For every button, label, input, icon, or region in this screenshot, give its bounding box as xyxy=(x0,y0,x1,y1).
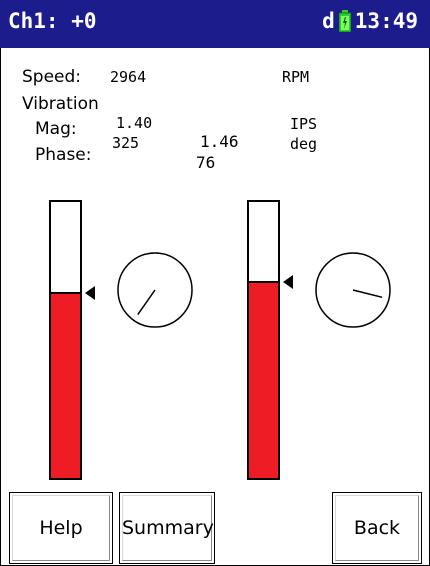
clock-time: 13:49 xyxy=(354,9,418,33)
left-level-line xyxy=(51,292,80,294)
title-bar: Ch1: +0 d 13:49 xyxy=(0,0,430,48)
mag-value-1: 1.40 xyxy=(116,114,153,132)
speed-unit: RPM xyxy=(282,68,310,86)
help-button[interactable]: Help xyxy=(9,492,113,564)
help-button-label: Help xyxy=(39,517,83,539)
left-level-bar xyxy=(49,200,82,480)
phase-value-2: 76 xyxy=(196,153,216,172)
phase-unit: deg xyxy=(290,135,318,153)
phase-label: Phase: xyxy=(35,145,92,165)
right-level-line xyxy=(249,281,278,283)
left-level-fill xyxy=(51,293,80,478)
back-button[interactable]: Back xyxy=(332,492,422,564)
phase-value-1: 325 xyxy=(112,134,140,152)
speed-label: Speed: xyxy=(22,67,82,87)
left-phase-dial xyxy=(117,252,193,328)
mag-unit: IPS xyxy=(290,115,318,133)
vibration-label: Vibration xyxy=(22,94,99,114)
left-level-marker xyxy=(85,286,95,300)
right-level-fill xyxy=(249,282,278,478)
mag-label: Mag: xyxy=(35,119,77,139)
battery-icon xyxy=(338,10,351,32)
summary-button[interactable]: Summary xyxy=(119,492,215,564)
status-area: d 13:49 xyxy=(322,9,418,33)
channel-title: Ch1: +0 xyxy=(8,9,97,33)
mag-value-2: 1.46 xyxy=(200,132,239,151)
right-level-marker xyxy=(283,275,293,289)
summary-button-label: Summary xyxy=(122,517,214,539)
speed-value: 2964 xyxy=(110,68,147,86)
right-phase-dial xyxy=(315,252,391,328)
back-button-label: Back xyxy=(353,517,401,539)
status-letter: d xyxy=(322,9,335,33)
right-level-bar xyxy=(247,200,280,480)
